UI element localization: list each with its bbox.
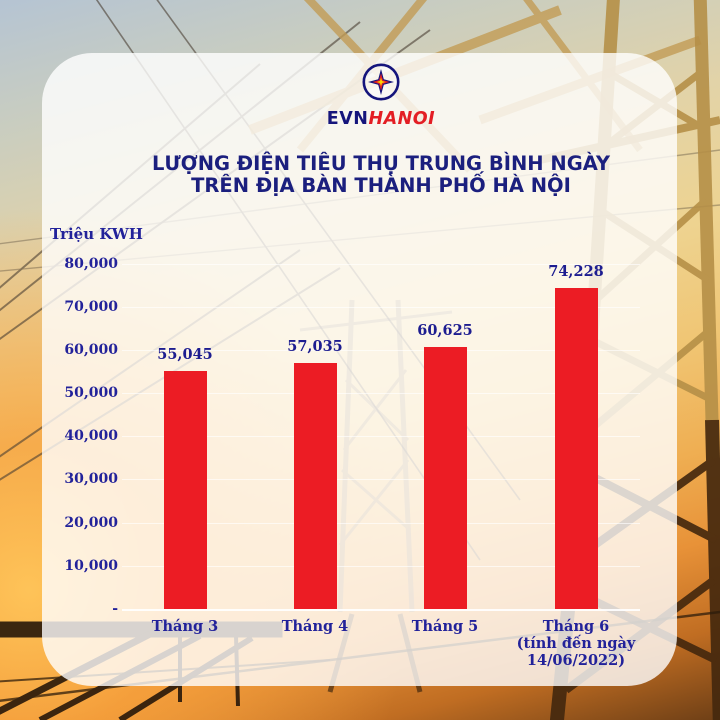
logo-star-center	[376, 77, 386, 87]
brand-evn-text: EVN	[326, 109, 369, 129]
chart-title-line1: LƯỢNG ĐIỆN TIÊU THỤ TRUNG BÌNH NGÀY	[151, 152, 611, 175]
bar-value-label: 74,228	[548, 263, 604, 281]
bar-3	[423, 347, 467, 609]
x-category-label-line: (tính đến ngày	[516, 635, 636, 652]
y-tick-label: 40,000	[64, 428, 118, 445]
x-category-label-line: 14/06/2022)	[526, 652, 626, 669]
x-axis-baseline	[122, 609, 640, 611]
y-tick-label: 20,000	[64, 514, 118, 531]
gridline	[122, 349, 640, 351]
chart-title-line2: TRÊN ĐỊA BÀN THÀNH PHỐ HÀ NỘI	[191, 174, 571, 197]
y-tick-label: 80,000	[64, 255, 118, 272]
y-tick-label: 70,000	[64, 298, 118, 315]
y-axis-unit-label: Triệu KWH	[50, 225, 143, 243]
gridline	[122, 522, 640, 524]
x-category-label-line: Tháng 4	[281, 618, 349, 635]
gridline	[122, 263, 640, 265]
y-tick-label: 50,000	[64, 385, 118, 402]
x-category-label: Tháng 5	[370, 618, 520, 635]
brand-wordmark: EVNHANOI	[61, 109, 701, 129]
bar-4	[554, 288, 598, 609]
gridline	[122, 306, 640, 308]
bar-value-label: 55,045	[157, 346, 213, 364]
x-category-label-line: Tháng 5	[411, 618, 479, 635]
gridline	[122, 565, 640, 567]
x-category-label: Tháng 6 (tính đến ngày 14/06/2022)	[501, 618, 651, 669]
bar-value-label: 60,625	[417, 322, 473, 340]
gridline	[122, 393, 640, 395]
x-category-label: Tháng 3	[110, 618, 260, 635]
gridline	[122, 436, 640, 438]
evn-star-logo-icon	[362, 63, 400, 101]
y-tick-label: 30,000	[64, 471, 118, 488]
chart-title: LƯỢNG ĐIỆN TIÊU THỤ TRUNG BÌNH NGÀY TRÊN…	[61, 153, 701, 197]
x-category-label: Tháng 4	[240, 618, 390, 635]
y-tick-label: 60,000	[64, 341, 118, 358]
bar-2	[293, 362, 337, 609]
y-tick-label: -	[112, 601, 118, 617]
x-category-label-line: Tháng 6	[542, 618, 610, 635]
gridline	[122, 479, 640, 481]
brand-hanoi-text: HANOI	[368, 109, 436, 129]
bar-1	[163, 371, 207, 609]
y-tick-label: 10,000	[64, 557, 118, 574]
bar-value-label: 57,035	[287, 337, 343, 355]
x-category-label-line: Tháng 3	[151, 618, 219, 635]
